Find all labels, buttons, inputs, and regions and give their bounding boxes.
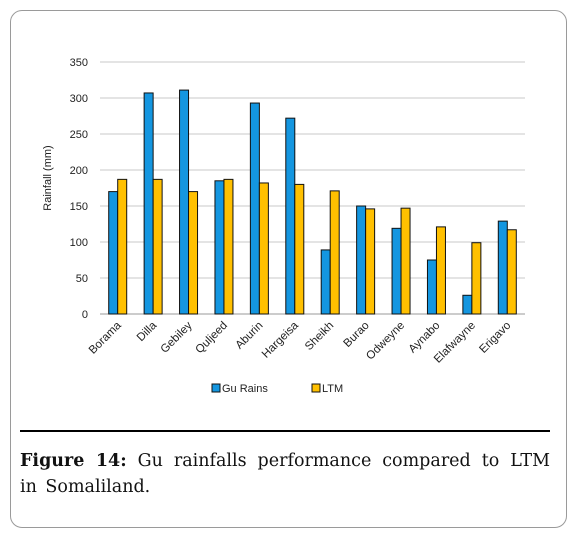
bar-ltm-erigavo [506,229,517,315]
legend-swatch [211,383,221,393]
bar-gu-rains-gebiley [179,89,190,315]
bar-ltm-aburin [258,182,269,315]
y-tick-label: 300 [70,93,88,105]
x-tick-label: Sheikh [303,320,336,353]
caption-rule [20,430,550,432]
bar-gu-rains-aburin [249,102,260,315]
bar-ltm-gebiley [188,191,199,315]
bar-gu-rains-aynabo [426,259,437,315]
bar-ltm-burao [365,208,376,315]
y-tick-label: 350 [70,57,88,69]
x-tick-label: Aynabo [407,320,443,356]
bar-ltm-odweyne [400,207,411,315]
x-tick-label: Odweyne [364,320,407,363]
bar-ltm-quljeed [223,178,234,315]
bar-gu-rains-burao [356,205,367,315]
bar-ltm-elafwayne [471,242,482,315]
bar-gu-rains-odweyne [391,227,402,315]
y-tick-label: 150 [70,201,88,213]
y-tick-label: 0 [82,309,88,321]
figure-text: Gu rainfalls performance compared to LTM… [20,451,550,497]
bar-gu-rains-sheikh [320,249,331,315]
bar-gu-rains-quljeed [214,180,225,315]
x-tick-label: Borama [87,319,124,356]
y-axis-title: Rainfall (mm) [42,145,54,210]
x-tick-label: Gebiley [159,319,195,355]
bar-gu-rains-erigavo [497,220,508,315]
x-tick-label: Hargeisa [260,319,301,360]
x-tick-label: Aburin [233,320,265,352]
y-tick-label: 200 [70,165,88,177]
y-tick-label: 100 [70,237,88,249]
bar-ltm-aynabo [435,226,446,315]
bar-gu-rains-dilla [143,92,154,315]
legend-label: LTM [322,383,343,395]
bar-chart: 0 50 100 150 200 250 300 350 Rainfall (mm) Borama… [42,57,525,395]
bar-ltm-dilla [152,178,163,315]
y-tick-label: 250 [70,129,88,141]
bar-gu-rains-borama [108,191,119,315]
bar-gu-rains-hargeisa [285,117,296,315]
y-tick-label: 50 [76,273,88,285]
x-tick-label: Erigavo [477,320,513,356]
figure-caption: Figure 14: Gu rainfalls performance comp… [20,448,550,500]
bar-ltm-hargeisa [294,183,305,315]
legend-swatch [311,383,321,393]
x-tick-label: Dilla [135,319,160,344]
bar-ltm-borama [117,178,128,315]
x-tick-label: Burao [342,320,372,350]
figure-label: Figure 14: [20,451,127,471]
bar-gu-rains-elafwayne [462,294,473,315]
x-tick-label: Quljeed [194,320,231,357]
legend-label: Gu Rains [222,383,268,395]
bar-ltm-sheikh [329,190,340,315]
